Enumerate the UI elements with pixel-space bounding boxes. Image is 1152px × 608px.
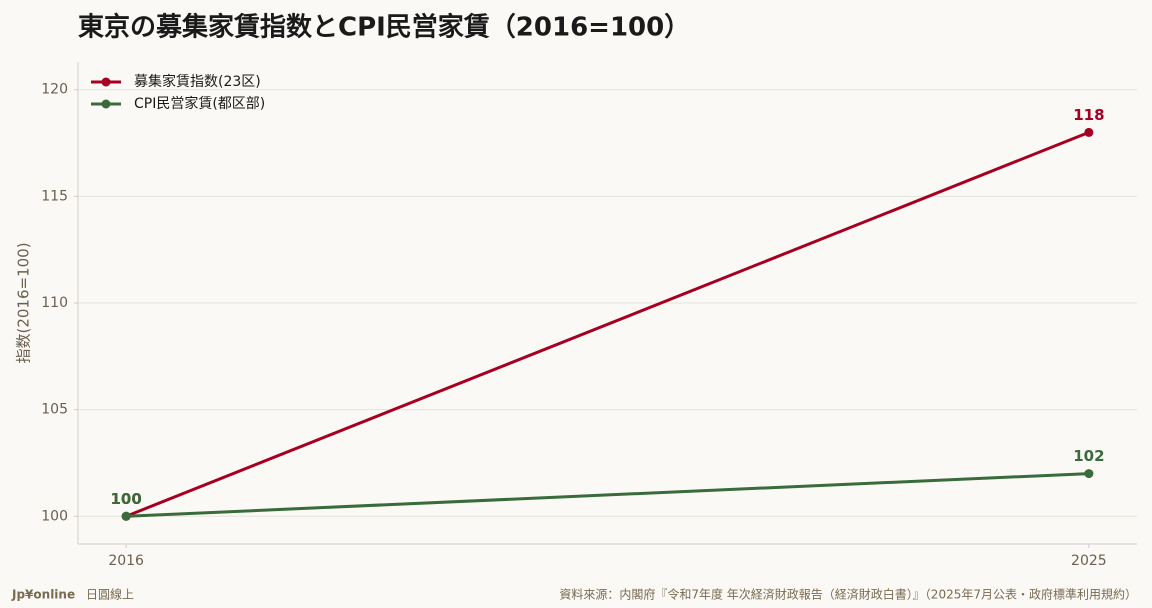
y-tick-label: 100 bbox=[41, 508, 68, 524]
source: 資料來源：内閣府『令和7年度 年次経済財政報告（経済財政白書）』（2025年7月… bbox=[559, 587, 1137, 602]
point bbox=[1084, 469, 1094, 479]
legend-label: 募集家賃指数(23区) bbox=[134, 73, 261, 90]
x-tick-label: 2025 bbox=[1071, 553, 1107, 569]
y-tick-label: 105 bbox=[41, 402, 68, 418]
data-label: 100 bbox=[110, 490, 141, 508]
y-tick-label: 110 bbox=[41, 295, 68, 311]
y-tick-label: 120 bbox=[41, 82, 68, 98]
chart-title: 東京の募集家賃指数とCPI民営家賃（2016=100） bbox=[78, 12, 690, 43]
legend-marker bbox=[101, 99, 111, 109]
series-line bbox=[126, 472, 1089, 518]
point bbox=[1084, 127, 1094, 137]
point bbox=[121, 511, 131, 521]
y-tick-label: 115 bbox=[41, 188, 68, 204]
data-label: 118 bbox=[1073, 106, 1104, 124]
y-axis-label: 指数(2016=100) bbox=[15, 242, 33, 363]
x-tick-label: 2016 bbox=[108, 553, 144, 569]
data-label: 100 bbox=[110, 490, 141, 508]
legend-label: CPI民営家賃(都区部) bbox=[134, 95, 265, 112]
brand: Jp¥online bbox=[11, 588, 75, 602]
series-line bbox=[125, 130, 1090, 518]
data-label: 102 bbox=[1073, 447, 1104, 465]
brand-sub: 日圓線上 bbox=[86, 587, 134, 602]
legend-marker bbox=[101, 77, 111, 87]
